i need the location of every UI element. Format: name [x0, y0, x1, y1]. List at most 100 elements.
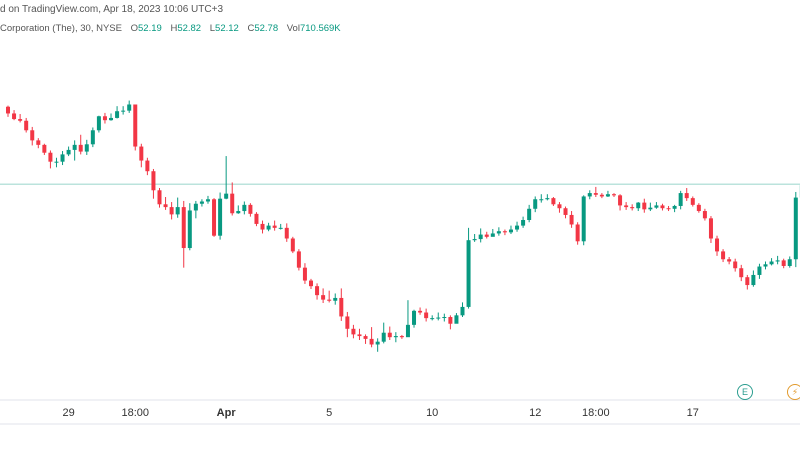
earnings-e-icon[interactable]: E [737, 384, 753, 400]
candle-body [193, 203, 198, 211]
candle-body [199, 201, 204, 204]
candle-body [236, 211, 241, 214]
candle-body [418, 310, 423, 313]
candle-body [654, 205, 659, 208]
candle-body [781, 260, 786, 266]
candle-body [502, 231, 507, 233]
candle-body [521, 220, 526, 226]
candle-body [66, 149, 71, 155]
candle-body [527, 208, 532, 220]
volume-value: 710.569K [299, 23, 341, 34]
candle-body [775, 260, 780, 262]
close-value: 52.78 [254, 23, 279, 34]
candle-body [6, 106, 10, 114]
candle-body [109, 117, 114, 121]
candle-body [254, 213, 259, 224]
candle-body [460, 306, 465, 316]
candle-body [139, 146, 144, 161]
candle-body [127, 104, 132, 111]
candle-body [296, 251, 301, 268]
dividend-lightning-icon[interactable]: ⚡ [787, 384, 800, 400]
candle-body [454, 315, 459, 324]
candle-body [557, 204, 562, 209]
candle-body [545, 198, 550, 200]
candle-body [272, 225, 277, 228]
x-tick-label: 10 [426, 407, 438, 419]
candle-body [242, 204, 247, 212]
candle-body [133, 104, 138, 147]
candle-body [605, 194, 610, 197]
chart-header: d on TradingView.com, Apr 18, 2023 10:06… [0, 0, 800, 40]
candle-body [763, 264, 768, 267]
candle-body [357, 334, 362, 337]
candle-body [12, 113, 17, 120]
candle-body [339, 297, 344, 317]
candle-body [181, 207, 186, 249]
candle-body [187, 210, 192, 249]
candle-body [266, 225, 271, 230]
candle-body [290, 238, 295, 252]
candle-body [393, 336, 398, 338]
open-value: 52.19 [138, 23, 162, 34]
candle-body [284, 227, 289, 239]
volume-label: Vol [286, 23, 300, 34]
candle-body [78, 144, 83, 152]
candle-body [48, 152, 53, 162]
candle-body [369, 338, 374, 345]
candle-body [539, 199, 544, 201]
candle-body [96, 116, 101, 131]
candle-body [672, 205, 677, 209]
symbol-description: Corporation (The), 30, NYSE [0, 23, 122, 34]
candle-body [648, 207, 653, 210]
candle-body [666, 208, 671, 210]
candle-body [599, 194, 604, 197]
candle-body [424, 312, 429, 319]
low-value: 52.12 [215, 23, 239, 34]
candle-body [793, 197, 798, 260]
candle-body [660, 205, 665, 209]
candle-body [472, 239, 477, 241]
x-tick-label: 29 [62, 407, 74, 419]
published-caption: d on TradingView.com, Apr 18, 2023 10:06… [0, 4, 224, 15]
candle-body [169, 207, 174, 215]
candle-body [642, 202, 647, 210]
candle-body [72, 144, 77, 150]
x-tick-label: 17 [687, 407, 699, 419]
candle-body [42, 144, 47, 153]
candle-body [684, 193, 689, 199]
candle-body [333, 297, 338, 301]
candle-body [593, 193, 598, 195]
candle-body [151, 171, 156, 191]
candle-body [121, 110, 126, 112]
candle-body [496, 231, 501, 234]
candle-body [442, 317, 447, 319]
candle-body [309, 280, 313, 287]
candle-body [60, 154, 65, 162]
candle-body [212, 199, 217, 236]
candle-body [551, 198, 556, 205]
candle-body [587, 193, 592, 197]
candle-body [769, 261, 774, 265]
x-tick-label: 5 [326, 407, 332, 419]
candle-body [381, 332, 386, 342]
candle-body [175, 207, 180, 215]
candle-body [54, 161, 59, 163]
low-label: L [209, 23, 216, 34]
candle-body [30, 130, 35, 141]
candle-body [84, 144, 89, 152]
candle-body [115, 111, 120, 118]
high-value: 52.82 [177, 23, 202, 34]
candle-body [708, 218, 713, 239]
high-label: H [170, 23, 178, 34]
candle-body [696, 204, 701, 212]
ohlc-legend: Corporation (The), 30, NYSE O52.19 H52.8… [0, 23, 341, 34]
candle-body [436, 317, 441, 319]
candle-body [533, 199, 538, 209]
candle-body [787, 259, 792, 266]
candle-body [36, 140, 41, 145]
candle-body [260, 223, 265, 230]
candle-body [218, 198, 223, 236]
candle-body [163, 204, 168, 208]
candle-body [90, 130, 95, 145]
